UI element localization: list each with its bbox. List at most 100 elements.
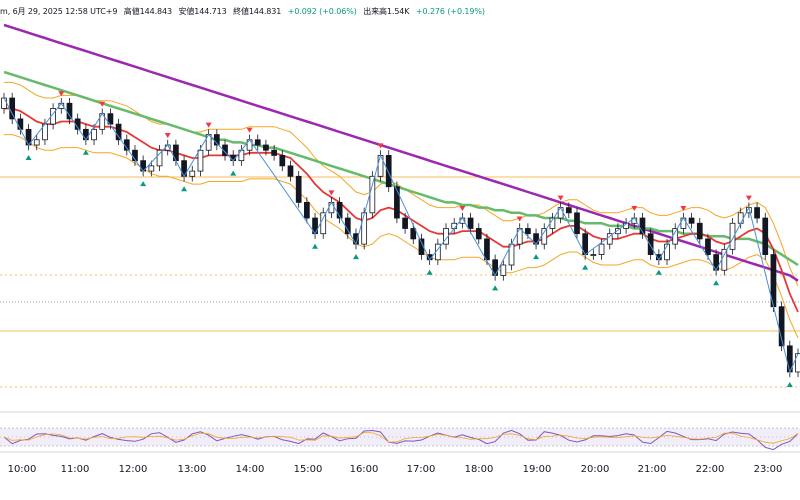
candle-body: [647, 233, 654, 255]
pivot-low-marker: [312, 243, 319, 249]
candle-body: [115, 123, 122, 141]
oscillator-pane: [0, 427, 800, 451]
pivot-high-marker: [377, 143, 384, 149]
bollinger-bands: [4, 81, 799, 339]
pivot-low-marker: [352, 254, 359, 260]
pivot-low-marker: [82, 149, 89, 155]
candle-4: [33, 134, 40, 151]
pivot-high-marker: [99, 101, 106, 107]
pivot-high-marker: [557, 195, 564, 201]
candle-27: [222, 139, 228, 161]
candle-48: [394, 181, 400, 224]
pivot-high-marker: [164, 133, 171, 138]
candle-body: [615, 228, 621, 235]
candle-17: [140, 155, 147, 177]
day-change-value: +0.276 (+0.19%): [415, 7, 485, 16]
candle-23: [189, 165, 196, 182]
pivot-high-marker: [328, 190, 335, 196]
candle-body: [222, 144, 228, 156]
time-tick-label: 23:00: [754, 464, 783, 475]
candle-21: [173, 139, 179, 166]
close-value: 終値144.831: [233, 7, 282, 16]
candle-body: [189, 170, 196, 177]
candle-body: [91, 128, 97, 141]
candle-body: [590, 254, 597, 256]
ma-purple-line: [3, 23, 799, 282]
pivot-high-marker: [246, 127, 253, 133]
candle-41: [336, 197, 343, 224]
candle-body: [107, 113, 114, 125]
change-value: +0.092 (+0.06%): [287, 7, 357, 16]
candle-47: [385, 150, 392, 192]
candle-body: [729, 222, 736, 250]
candle-67: [549, 212, 556, 234]
candle-60: [492, 254, 498, 281]
candle-body: [688, 217, 695, 224]
candle-35: [287, 160, 294, 182]
candle-72: [590, 249, 597, 260]
low-value: 安値144.713: [178, 7, 227, 16]
candle-body: [598, 243, 605, 255]
candle-26: [213, 129, 220, 151]
candle-95: [778, 301, 785, 352]
pivot-high-marker: [459, 206, 466, 212]
candle-body: [705, 238, 711, 255]
pivot-low-marker: [655, 269, 662, 275]
candle-24: [197, 145, 204, 177]
pivot-markers: [25, 91, 793, 387]
candle-body: [467, 217, 474, 229]
candle-50: [410, 223, 417, 245]
candle-68: [557, 202, 564, 224]
candle-body: [1, 97, 7, 109]
candle-58: [475, 223, 482, 245]
candle-66: [541, 223, 548, 250]
candle-body: [639, 217, 646, 235]
time-tick-label: 11:00: [61, 464, 90, 475]
candle-92: [754, 202, 760, 224]
candle-body: [263, 144, 269, 151]
candle-85: [696, 218, 703, 245]
time-tick-label: 21:00: [638, 464, 667, 475]
candle-body: [500, 264, 507, 276]
candle-36: [295, 171, 302, 208]
pivot-high-marker: [680, 206, 687, 212]
candle-61: [500, 259, 507, 281]
candle-body: [361, 212, 368, 245]
candle-body: [402, 217, 408, 229]
candle-32: [263, 139, 269, 156]
band-lower: [4, 134, 799, 339]
time-tick-label: 10:00: [8, 464, 37, 475]
candle-body: [557, 207, 564, 219]
zigzag-line: [3, 97, 799, 374]
osc-line: [3, 429, 799, 451]
candle-9: [74, 113, 81, 135]
candle-body: [17, 118, 24, 130]
chart-header: m, 6月 29, 2025 12:58 UTC+9 高値144.843 安値1…: [0, 6, 489, 17]
candle-body: [565, 207, 572, 214]
candle-84: [688, 212, 695, 229]
volume-value: 出来高1.54K: [363, 7, 410, 16]
candle-body: [156, 149, 163, 167]
time-axis: 10:00 11:00 12:00 13:00 14:00 15:00 16:00 17:00…: [8, 464, 783, 475]
candle-81: [664, 238, 670, 265]
time-tick-label: 17:00: [407, 464, 436, 475]
candle-body: [66, 102, 73, 120]
symbol-info: m, 6月 29, 2025 12:58 UTC+9: [0, 7, 118, 16]
candle-body: [475, 228, 482, 240]
candle-33: [271, 145, 277, 161]
pivot-high-marker: [205, 122, 212, 128]
candle-38: [312, 212, 318, 239]
candle-body: [287, 165, 294, 177]
candle-97: [795, 348, 800, 378]
candle-10: [83, 124, 89, 145]
candle-body: [336, 201, 343, 219]
candle-88: [721, 244, 728, 276]
candle-body: [304, 201, 310, 219]
candle-body: [721, 248, 728, 271]
candle-83: [680, 212, 687, 234]
zigzag-path: [3, 97, 799, 374]
candle-8: [66, 98, 73, 125]
candle-body: [213, 134, 220, 146]
candle-69: [565, 202, 572, 219]
